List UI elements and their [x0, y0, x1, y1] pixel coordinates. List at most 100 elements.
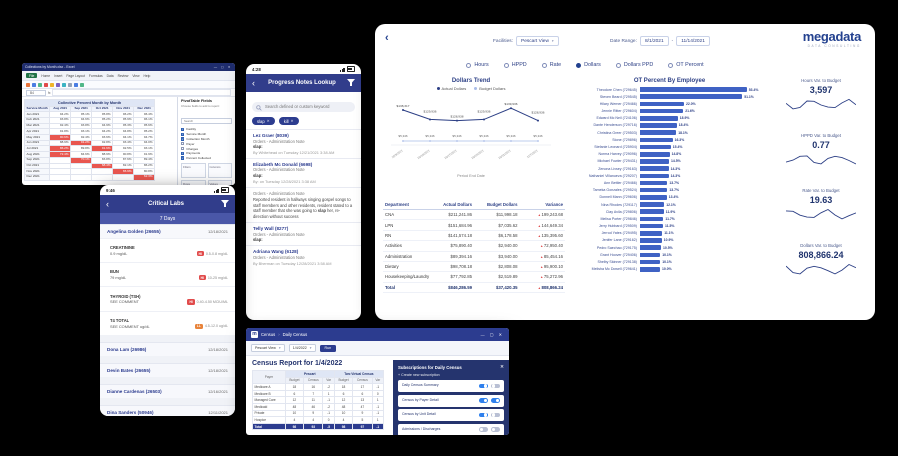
ot-bar[interactable]	[640, 187, 668, 193]
keyword-chip-kill[interactable]: kill ✕	[278, 117, 299, 125]
metric-radio-hours[interactable]: Hours	[466, 62, 489, 68]
fields-search-input[interactable]	[181, 118, 232, 124]
note-list-item[interactable]: Elizabeth Mc Donald (6698) Orders - Admin…	[246, 157, 361, 187]
toggle-switch[interactable]	[479, 427, 488, 432]
ot-bar[interactable]	[640, 216, 664, 222]
toolbar-icon[interactable]	[26, 82, 30, 87]
ribbon-tab-insert[interactable]: Insert	[54, 73, 63, 78]
note-list-item[interactable]: Lez Graer (8039) Orders - Administration …	[246, 129, 361, 158]
ribbon-tab-formulas[interactable]: Formulas	[88, 73, 103, 78]
run-button[interactable]: Run	[319, 344, 337, 352]
ribbon-tab-review[interactable]: Review	[117, 73, 129, 78]
patient-row[interactable]: Dona Lam (26986) 12/18/2021	[100, 341, 235, 356]
metric-radio-dollars-ppd[interactable]: Dollars PPD	[615, 62, 653, 68]
ot-bar[interactable]	[640, 151, 670, 157]
date-start-input[interactable]: 8/1/2021	[639, 36, 669, 46]
filter-icon[interactable]	[221, 200, 229, 208]
back-icon[interactable]: ‹	[106, 198, 109, 209]
toolbar-icon[interactable]	[74, 82, 78, 87]
ot-bar[interactable]	[640, 101, 684, 107]
checkbox[interactable]: ✓	[181, 137, 185, 141]
checkbox[interactable]: ✓	[181, 127, 185, 132]
lab-result-row[interactable]: CREATININE 0.9 mg/dL HI 0.5-0.8 mg/dL	[100, 238, 235, 262]
patient-row[interactable]: Dianne Cardenas (26503) 12/16/2021	[100, 383, 235, 398]
remove-icon[interactable]: ✕	[290, 119, 294, 123]
ot-bar[interactable]	[640, 144, 671, 150]
metric-radio-hppd[interactable]: HPPD	[503, 62, 527, 68]
toolbar-icon[interactable]	[38, 82, 42, 87]
ribbon-tab-page-layout[interactable]: Page Layout	[66, 73, 85, 78]
area-columns[interactable]: Columns	[207, 162, 232, 178]
facility-select[interactable]: Pescart View ▾	[516, 36, 559, 46]
facility-select[interactable]: Pescart View ▾	[251, 344, 285, 352]
ot-bar[interactable]	[640, 223, 663, 229]
ot-bar[interactable]	[640, 173, 669, 179]
ot-bar[interactable]	[640, 195, 667, 200]
note-list-item[interactable]: Telly Wall (8277) Orders - Administration…	[246, 222, 361, 245]
search-input[interactable]	[252, 101, 355, 112]
patient-row[interactable]: Dina Sanders (50946) 12/11/2021	[100, 404, 235, 416]
toggle-switch[interactable]	[491, 412, 500, 418]
ot-bar[interactable]	[640, 130, 677, 135]
ot-bar[interactable]	[640, 87, 747, 92]
lab-result-row[interactable]: BUN 79 mg/dL HI 10-25 mg/dL	[100, 262, 235, 286]
metric-radio-ot-percent[interactable]: OT Percent	[668, 62, 704, 68]
ot-bar[interactable]	[640, 209, 664, 215]
patient-row[interactable]: Angelina Golden (26655) 12/18/2021	[100, 224, 235, 238]
metric-radio-dollars[interactable]: Dollars	[576, 62, 601, 68]
ot-bar[interactable]	[640, 245, 661, 250]
toggle-switch[interactable]	[491, 427, 500, 432]
toolbar-icon[interactable]	[56, 82, 60, 87]
ot-bar[interactable]	[640, 266, 660, 272]
ot-bar[interactable]	[640, 123, 677, 128]
area-rows[interactable]: Rows	[181, 179, 206, 185]
ot-bar[interactable]	[640, 238, 662, 243]
ot-bar[interactable]	[640, 137, 673, 143]
date-range-band[interactable]: 7 Days	[100, 213, 235, 224]
ribbon-tab-help[interactable]: Help	[143, 73, 151, 78]
back-icon[interactable]: ‹	[252, 77, 255, 88]
patient-row[interactable]: Devin Bates (26655) 12/18/2021	[100, 362, 235, 377]
note-list-item[interactable]: Orders - Administration Note Reported res…	[246, 186, 361, 223]
ot-bar[interactable]	[640, 94, 743, 100]
toggle-switch[interactable]	[491, 398, 500, 403]
ot-bar[interactable]	[640, 231, 663, 236]
toolbar-icon[interactable]	[80, 82, 84, 87]
back-icon[interactable]: ‹	[385, 32, 389, 44]
toolbar-icon[interactable]	[44, 82, 48, 87]
ot-bar[interactable]	[640, 252, 661, 258]
toggle-switch[interactable]	[479, 383, 488, 389]
lab-result-row[interactable]: T4 TOTAL SEE COMMENT ug/dL LL 4.5-12.0 ug/d…	[100, 310, 235, 335]
window-controls[interactable]: — ▢ ✕	[213, 65, 232, 69]
ribbon-tab-data[interactable]: Data	[106, 73, 114, 78]
toolbar-icon[interactable]	[50, 82, 54, 87]
checkbox[interactable]: ✓	[181, 151, 185, 156]
ot-bar[interactable]	[640, 159, 669, 164]
metric-radio-rate[interactable]: Rate	[541, 62, 561, 68]
create-subscription-button[interactable]: + Create new subscription	[398, 373, 440, 377]
ot-bar[interactable]	[640, 116, 678, 121]
ot-bar[interactable]	[640, 202, 665, 207]
ot-bar[interactable]	[640, 180, 668, 186]
area-filters[interactable]: Filters	[181, 162, 206, 178]
lab-result-row[interactable]: THYROID (TSH) SEE COMMENT HI 0.40-4.50 MCIU…	[100, 286, 235, 310]
toolbar-icon[interactable]	[62, 82, 66, 87]
note-list-item[interactable]: Adriana Wang (6128) Orders - Administrati…	[246, 245, 361, 268]
toggle-switch[interactable]	[479, 398, 488, 403]
ot-bar[interactable]	[640, 259, 661, 265]
checkbox[interactable]: ✓	[181, 132, 185, 136]
toggle-switch[interactable]	[491, 383, 500, 389]
ot-bar[interactable]	[640, 166, 669, 171]
ribbon-tab-file[interactable]: File	[26, 73, 38, 78]
formula-input[interactable]	[52, 89, 231, 96]
date-end-input[interactable]: 11/14/2021	[676, 36, 710, 46]
ribbon-tab-view[interactable]: View	[132, 73, 140, 78]
keyword-chip-slap[interactable]: slap ✕	[252, 117, 275, 125]
toggle-switch[interactable]	[479, 412, 488, 418]
close-icon[interactable]: ✕	[500, 364, 504, 369]
ot-bar[interactable]	[640, 108, 684, 114]
remove-icon[interactable]: ✕	[266, 119, 270, 123]
ribbon-tab-home[interactable]: Home	[41, 73, 51, 78]
area-values[interactable]: Values	[207, 179, 232, 185]
checkbox[interactable]	[181, 142, 185, 146]
